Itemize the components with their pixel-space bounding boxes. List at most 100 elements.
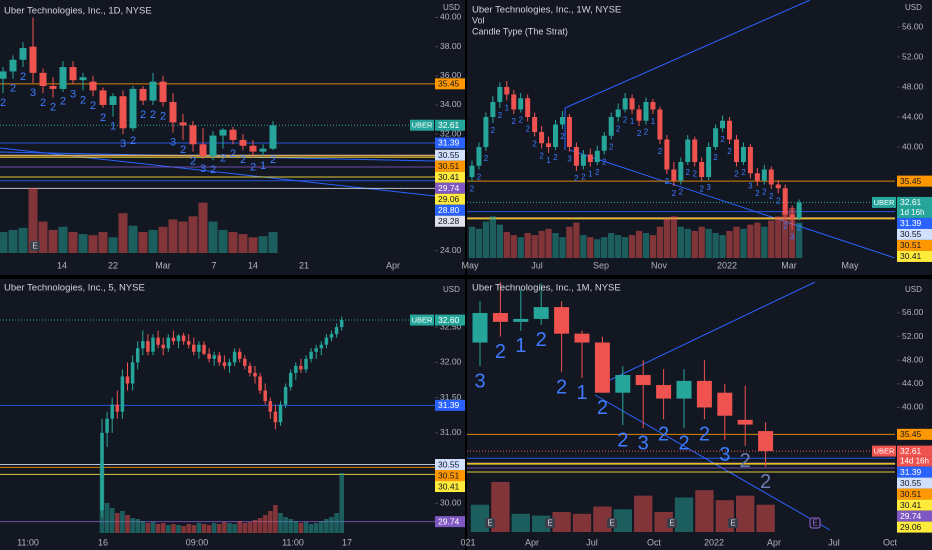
volume-bar <box>208 221 218 253</box>
panel <box>0 316 435 533</box>
x-tick-label: Oct <box>883 537 898 547</box>
strat-label: 2 <box>665 177 670 186</box>
volume-bar <box>168 219 178 253</box>
volume-bar <box>656 226 664 258</box>
volume-bar <box>18 227 28 253</box>
candle-body <box>120 376 125 412</box>
volume-bar <box>273 505 278 533</box>
strat-label: 2 <box>581 173 586 182</box>
volume-bar <box>491 482 510 532</box>
volume-bar <box>171 524 176 533</box>
strat-label: 1 <box>546 156 551 165</box>
strat-label: 2 <box>484 154 489 163</box>
volume-bar <box>232 524 237 533</box>
strat-label: 2 <box>623 116 628 125</box>
strat-label: 3 <box>170 137 176 149</box>
price-badge-label: 29.06 <box>438 194 460 204</box>
candle-body <box>258 376 262 391</box>
candle-body <box>539 132 545 144</box>
candle-body <box>166 337 171 349</box>
volume-bar <box>496 224 503 258</box>
ticker-label: UBER <box>412 316 433 325</box>
candle-body <box>139 88 147 101</box>
x-tick-label: Jul <box>531 260 543 270</box>
strat-label: 2 <box>240 154 246 166</box>
panel-title: Uber Technologies, Inc., 1W, NYSE <box>472 5 621 16</box>
volume-bar <box>283 517 288 533</box>
earnings-marker <box>607 518 617 528</box>
candle-body <box>334 327 339 335</box>
panel-bg <box>0 279 465 550</box>
candle-body <box>227 362 232 366</box>
strat-label: 2 <box>678 432 689 454</box>
volume-bar <box>733 226 740 258</box>
candle-body <box>533 307 549 319</box>
strat-label: 2 <box>597 397 608 419</box>
y-tick-label: 34.00 <box>440 99 462 109</box>
volume-bar <box>58 226 68 253</box>
earnings-label: E <box>32 242 37 251</box>
volume-bar <box>649 235 657 258</box>
volume-bar <box>135 519 140 533</box>
y-tick-label: 52.00 <box>902 51 924 61</box>
volume-bar <box>252 520 258 533</box>
volume-bar <box>138 232 148 253</box>
strat-label: 3 <box>200 163 206 175</box>
candle-body <box>566 117 572 147</box>
volume-bar <box>201 524 207 533</box>
candle-body <box>197 344 201 352</box>
volume-bar <box>176 525 181 533</box>
volume-bar <box>28 188 38 253</box>
strat-label: 2 <box>160 110 166 122</box>
volume-bar <box>587 237 594 258</box>
candle-body <box>115 404 120 412</box>
candle-body <box>504 87 510 95</box>
candle-body <box>706 147 712 177</box>
volume-bar <box>227 523 232 533</box>
candle-body <box>594 150 600 162</box>
y-tick-label: 44.00 <box>902 111 924 121</box>
candle-body <box>39 72 47 86</box>
strat-label: 3 <box>790 233 795 242</box>
trend-line <box>594 394 831 531</box>
strat-label: 2 <box>60 96 66 108</box>
candle-body <box>119 96 127 129</box>
volume-bar <box>130 518 135 533</box>
strat-label: 2 <box>637 129 642 138</box>
price-badge <box>435 399 465 411</box>
candle-body <box>671 169 677 181</box>
candle-body <box>587 154 593 162</box>
price-badge-label: 30.51 <box>438 161 460 171</box>
strat-label: 1 <box>505 104 510 113</box>
volume-bar <box>181 526 186 533</box>
volume-bar <box>324 519 329 533</box>
volume-bar <box>188 216 198 253</box>
strat-label: 2 <box>532 140 537 149</box>
candle-body <box>268 401 273 412</box>
axis-currency: USD <box>905 3 922 12</box>
price-badge-label: 30.55 <box>438 150 460 160</box>
candle-body <box>469 165 475 177</box>
y-tick-label: 52.00 <box>902 331 924 341</box>
earnings-label: E <box>487 519 492 528</box>
candle-body <box>713 128 719 147</box>
strat-label: 2 <box>0 97 6 109</box>
candle-body <box>636 109 642 121</box>
price-badge-label: 30.55 <box>438 459 460 469</box>
volume-bar <box>303 522 309 533</box>
candle-body <box>574 333 590 343</box>
x-tick-label: 14 <box>57 260 67 270</box>
timer-badge <box>897 207 932 218</box>
volume-bar <box>128 225 138 253</box>
price-badge <box>435 78 465 90</box>
x-tick-label: 2022 <box>704 537 724 547</box>
candle-body <box>768 169 774 185</box>
x-tick-label: Apr <box>767 537 781 547</box>
volume-bar <box>339 473 344 533</box>
strat-label: 2 <box>783 222 788 231</box>
price-badge-label: 28.28 <box>438 216 460 226</box>
candle-body <box>217 355 222 363</box>
volume-bar <box>573 222 580 258</box>
x-tick-label: May <box>841 260 859 270</box>
price-badge <box>435 119 465 131</box>
